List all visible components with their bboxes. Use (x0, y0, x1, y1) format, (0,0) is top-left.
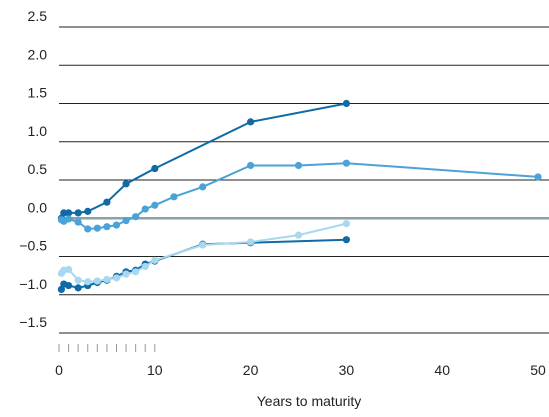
data-point (132, 268, 140, 276)
y-tick-label: 1.0 (28, 123, 48, 139)
data-point (342, 159, 350, 167)
data-point (64, 265, 73, 274)
data-point (64, 281, 73, 290)
data-point (534, 173, 542, 181)
series-lines (57, 99, 542, 293)
x-tick-label: 10 (147, 362, 163, 378)
data-point (74, 209, 82, 217)
data-point (84, 278, 92, 286)
series-2 (57, 159, 542, 233)
x-tick-label: 30 (339, 362, 355, 378)
data-point (64, 209, 73, 217)
x-axis-label: Years to maturity (257, 393, 362, 409)
data-point (74, 284, 82, 292)
data-point (64, 215, 73, 223)
y-tick-label: 2.0 (28, 46, 48, 62)
data-point (84, 225, 92, 233)
x-tick-label: 40 (434, 362, 450, 378)
y-tick-label: −1.5 (19, 314, 47, 330)
x-tick-label: 50 (530, 362, 546, 378)
data-point (122, 270, 130, 278)
data-point (342, 99, 350, 108)
data-point (103, 275, 111, 284)
data-point (170, 193, 178, 201)
data-point (151, 164, 159, 173)
data-point (141, 205, 149, 213)
data-point (103, 198, 111, 206)
data-point (84, 207, 92, 215)
data-point (57, 285, 65, 293)
data-point (122, 216, 130, 225)
data-point (247, 118, 255, 126)
data-point (112, 221, 121, 229)
data-point (141, 262, 149, 271)
y-tick-label: −1.0 (19, 276, 47, 292)
minor-x-ticks (58, 344, 156, 352)
series-1 (57, 99, 350, 222)
data-point (93, 277, 101, 285)
data-point (294, 161, 303, 170)
data-point (122, 180, 130, 188)
data-point (294, 231, 303, 239)
data-point (342, 220, 350, 228)
y-tick-label: −0.5 (19, 238, 47, 254)
data-point (151, 201, 159, 209)
x-tick-label: 0 (55, 362, 63, 378)
x-tick-label: 20 (243, 362, 259, 378)
data-point (342, 236, 350, 244)
y-tick-label: 0.0 (28, 199, 48, 215)
data-point (199, 241, 207, 249)
data-point (112, 274, 121, 282)
y-tick-label: 0.5 (28, 161, 48, 177)
data-point (247, 238, 255, 246)
data-point (93, 224, 101, 232)
data-point (151, 256, 159, 264)
data-point (132, 213, 140, 221)
y-tick-label: 2.5 (28, 8, 48, 24)
series-4 (57, 220, 350, 286)
y-tick-labels: 2.5 2.0 1.5 1.0 0.5 0.0 −0.5 −1.0 −1.5 (19, 8, 47, 330)
x-tick-labels: 0 10 20 30 40 50 (55, 362, 546, 378)
gridlines (59, 26, 549, 334)
data-point (74, 276, 82, 284)
data-point (74, 218, 82, 226)
y-tick-label: 1.5 (28, 85, 48, 101)
series-line (60, 222, 347, 283)
data-point (103, 223, 111, 231)
data-point (247, 161, 255, 170)
data-point (199, 183, 207, 191)
